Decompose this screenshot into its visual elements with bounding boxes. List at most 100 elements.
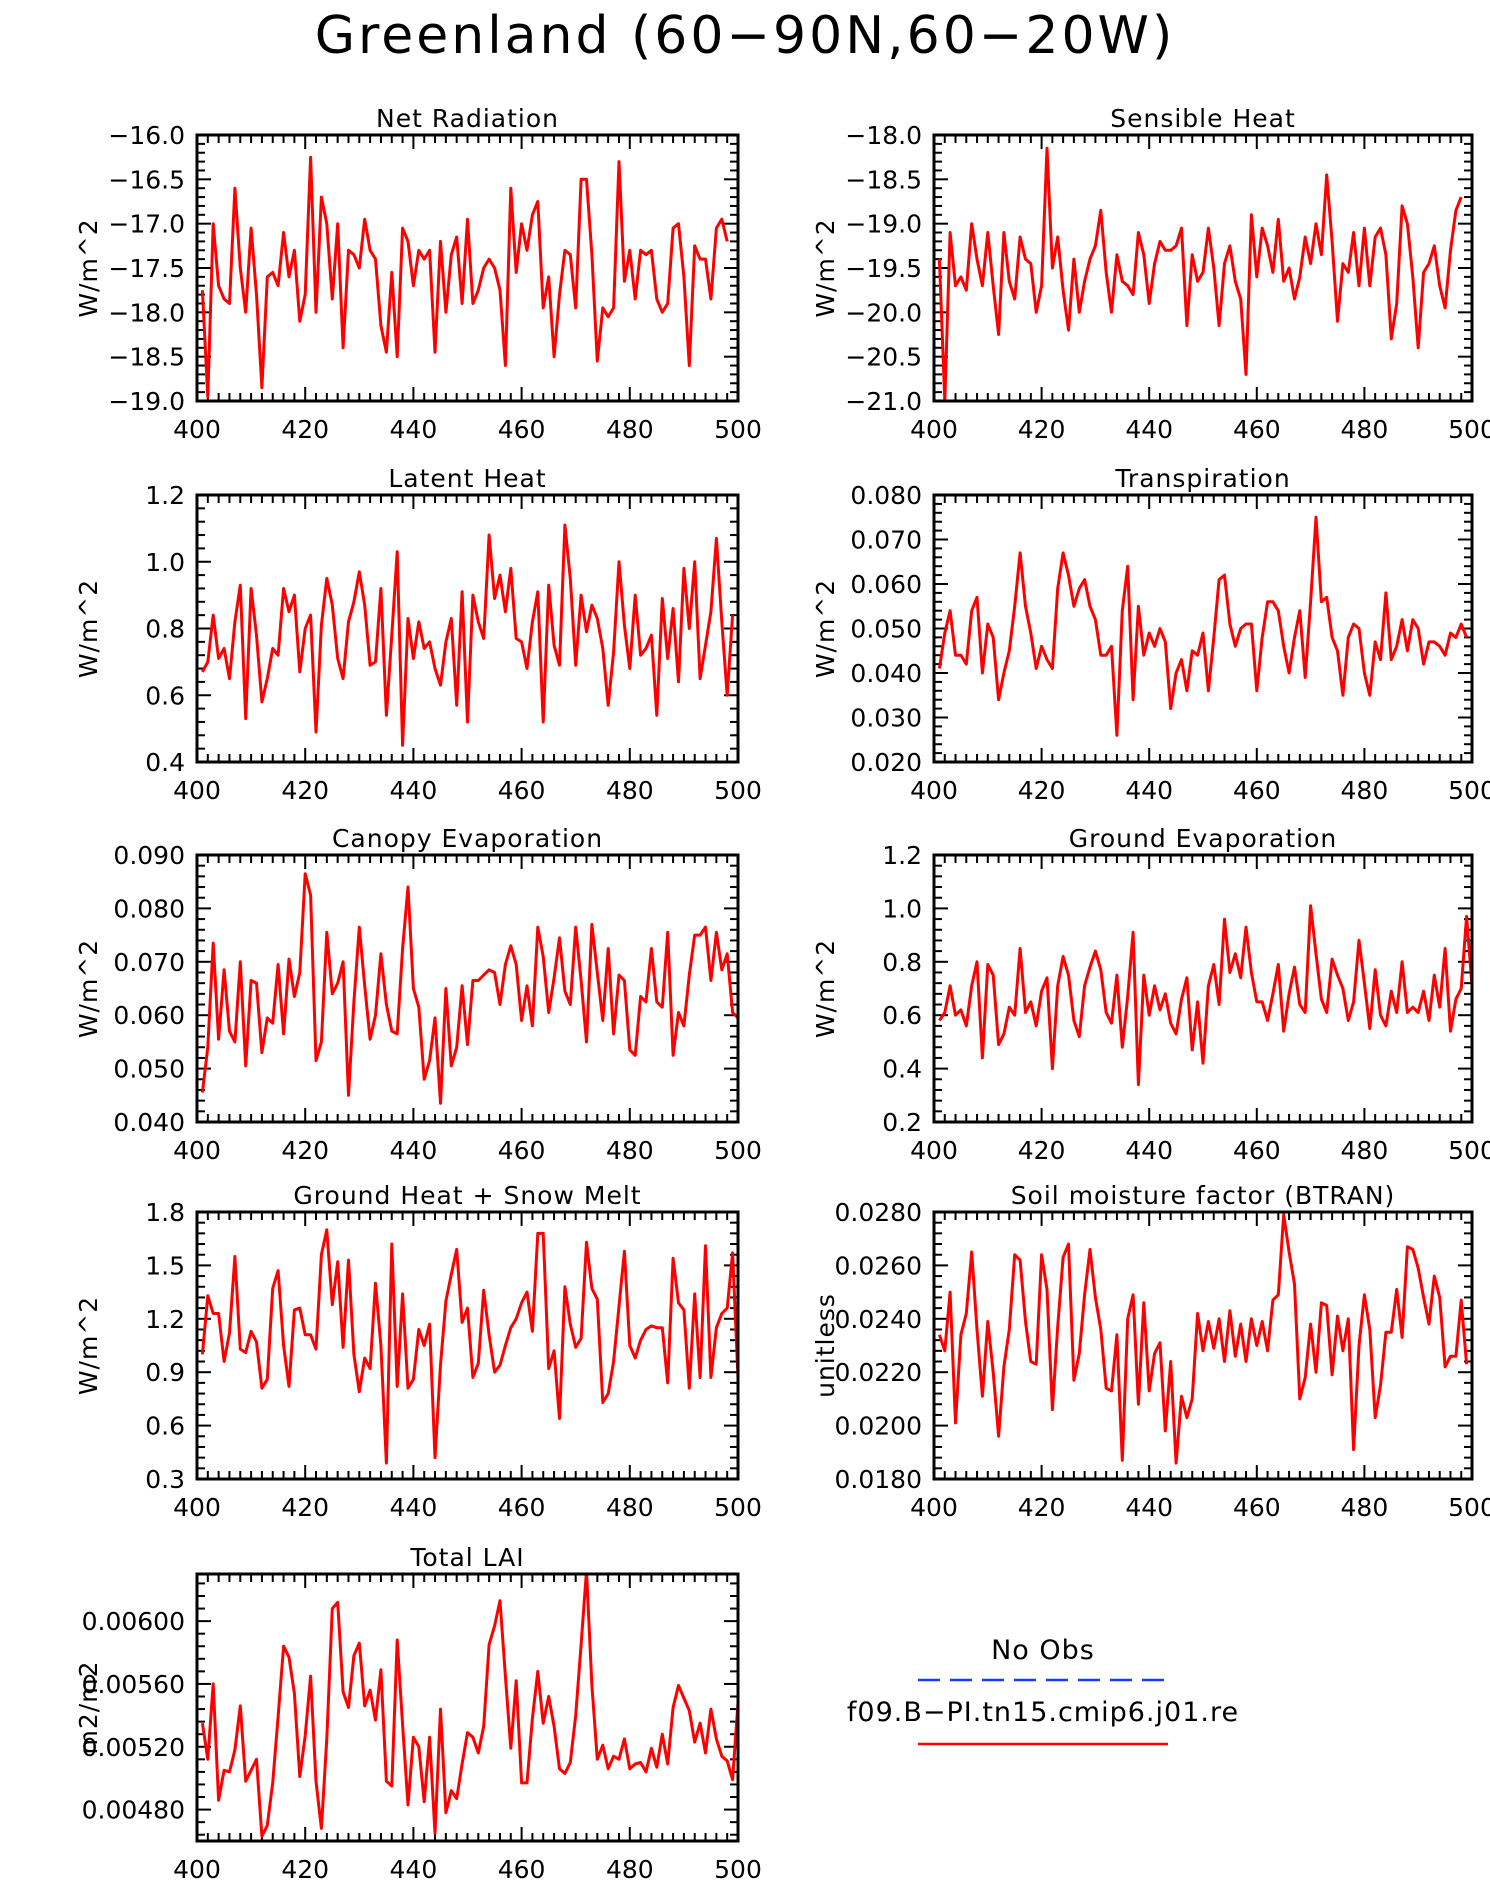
y-tick-label: 0.060 xyxy=(850,570,922,599)
y-tick-label: 0.090 xyxy=(113,841,185,870)
x-tick-label: 440 xyxy=(390,1493,438,1522)
y-axis-label: W/m^2 xyxy=(74,218,103,317)
y-tick-label: 0.0240 xyxy=(835,1305,922,1334)
panel-title: Ground Evaporation xyxy=(1069,824,1337,853)
y-tick-label: 0.050 xyxy=(850,615,922,644)
y-tick-label: 0.020 xyxy=(850,748,922,777)
y-tick-label: 0.070 xyxy=(850,526,922,555)
y-tick-label: 0.0260 xyxy=(835,1251,922,1280)
chart-panel: Net Radiation W/m^2 400 420 440 460 480 500 −19.… xyxy=(74,104,762,444)
y-tick-label: 1.2 xyxy=(145,481,185,510)
x-tick-label: 440 xyxy=(1125,415,1173,444)
y-tick-label: −16.5 xyxy=(108,165,185,194)
x-tick-label: 460 xyxy=(498,415,546,444)
x-tick-label: 500 xyxy=(714,1136,762,1165)
series-line xyxy=(200,1574,738,1838)
chart-panel: Transpiration W/m^2 400 420 440 460 480 500 0.02… xyxy=(811,464,1490,805)
y-tick-label: 0.0200 xyxy=(835,1412,922,1441)
x-tick-label: 500 xyxy=(714,1855,762,1884)
x-tick-label: 400 xyxy=(173,1136,221,1165)
x-tick-label: 500 xyxy=(1448,415,1490,444)
x-tick-label: 480 xyxy=(1341,1493,1389,1522)
chart-panel: Sensible Heat W/m^2 400 420 440 460 480 500 −21.… xyxy=(811,104,1490,444)
x-tick-label: 500 xyxy=(1448,1493,1490,1522)
y-tick-label: 0.0280 xyxy=(835,1198,922,1227)
panel-title: Net Radiation xyxy=(376,104,559,133)
y-tick-label: 0.8 xyxy=(145,615,185,644)
y-tick-label: 0.6 xyxy=(145,1412,185,1441)
y-tick-label: −18.5 xyxy=(845,165,922,194)
plot-frame xyxy=(932,493,1474,764)
y-tick-label: 0.040 xyxy=(113,1108,185,1137)
y-axis-label: unitless xyxy=(811,1293,840,1398)
panel-title: Canopy Evaporation xyxy=(332,824,603,853)
x-tick-label: 420 xyxy=(1018,776,1066,805)
y-axis-label: m2/m2 xyxy=(74,1661,103,1755)
x-tick-label: 420 xyxy=(281,415,329,444)
y-tick-label: 0.00520 xyxy=(82,1733,185,1762)
figure-title: Greenland (60−90N,60−20W) xyxy=(315,6,1176,66)
plot-frame xyxy=(195,1572,740,1843)
y-tick-label: −17.5 xyxy=(108,254,185,283)
x-tick-label: 480 xyxy=(606,1493,654,1522)
chart-panel: Latent Heat W/m^2 400 420 440 460 480 500 0.4 0.6… xyxy=(74,464,762,805)
x-tick-label: 480 xyxy=(1341,415,1389,444)
x-tick-label: 480 xyxy=(1341,1136,1389,1165)
x-tick-label: 420 xyxy=(281,776,329,805)
x-tick-label: 480 xyxy=(606,776,654,805)
x-tick-label: 440 xyxy=(1125,1136,1173,1165)
plot-frame xyxy=(195,1210,740,1481)
x-tick-label: 480 xyxy=(606,1136,654,1165)
plot-frame xyxy=(932,133,1474,403)
x-tick-label: 400 xyxy=(910,776,958,805)
y-axis-label: W/m^2 xyxy=(74,579,103,678)
series-line xyxy=(200,155,729,399)
x-tick-label: 400 xyxy=(910,1493,958,1522)
y-tick-label: 0.6 xyxy=(145,681,185,710)
series-line xyxy=(200,872,738,1105)
y-tick-label: −19.0 xyxy=(108,387,185,416)
x-tick-label: 400 xyxy=(910,415,958,444)
y-tick-label: 0.4 xyxy=(145,748,185,777)
y-tick-label: 0.080 xyxy=(850,481,922,510)
x-tick-label: 460 xyxy=(1233,1493,1281,1522)
y-tick-label: 1.2 xyxy=(882,841,922,870)
x-tick-label: 460 xyxy=(498,1136,546,1165)
y-tick-label: −20.5 xyxy=(845,343,922,372)
y-axis-label: W/m^2 xyxy=(811,218,840,317)
y-tick-label: −18.0 xyxy=(108,298,185,327)
panels: Net Radiation W/m^2 400 420 440 460 480 500 −19.… xyxy=(74,104,1490,1884)
panel-title: Ground Heat + Snow Melt xyxy=(293,1181,641,1210)
x-tick-label: 440 xyxy=(390,1855,438,1884)
x-tick-label: 460 xyxy=(498,776,546,805)
y-tick-label: 1.5 xyxy=(145,1251,185,1280)
y-axis-label: W/m^2 xyxy=(74,1296,103,1395)
y-tick-label: −20.0 xyxy=(845,298,922,327)
legend-obs-label: No Obs xyxy=(991,1635,1095,1666)
x-tick-label: 460 xyxy=(1233,415,1281,444)
y-axis-label: W/m^2 xyxy=(811,939,840,1038)
y-tick-label: 0.030 xyxy=(850,704,922,733)
x-tick-label: 400 xyxy=(173,776,221,805)
y-tick-label: −18.5 xyxy=(108,343,185,372)
x-tick-label: 460 xyxy=(1233,776,1281,805)
plot-frame xyxy=(195,133,740,403)
y-tick-label: 0.00560 xyxy=(82,1670,185,1699)
series-line xyxy=(937,1213,1469,1465)
x-tick-label: 500 xyxy=(1448,776,1490,805)
x-tick-label: 420 xyxy=(281,1493,329,1522)
chart-panel: Total LAI m2/m2 400 420 440 460 480 500 0.00480 0… xyxy=(74,1543,762,1884)
plot-frame xyxy=(932,1210,1474,1481)
x-tick-label: 500 xyxy=(714,1493,762,1522)
x-tick-label: 420 xyxy=(1018,1493,1066,1522)
y-axis-label: W/m^2 xyxy=(74,939,103,1038)
y-tick-label: 0.6 xyxy=(882,1001,922,1030)
series-line xyxy=(201,523,735,747)
series-line xyxy=(938,904,1472,1087)
legend: No Obs f09.B−PI.tn15.cmip6.j01.re xyxy=(847,1635,1238,1746)
plot-frame xyxy=(195,493,740,764)
plot-frame xyxy=(932,853,1474,1124)
x-tick-label: 420 xyxy=(1018,1136,1066,1165)
y-tick-label: −18.0 xyxy=(845,121,922,150)
x-tick-label: 500 xyxy=(1448,1136,1490,1165)
